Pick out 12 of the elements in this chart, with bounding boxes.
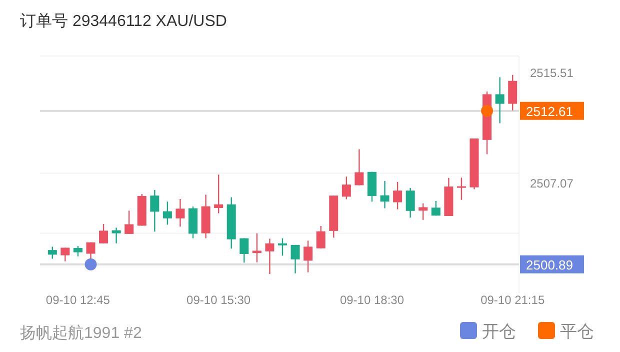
y-tick-label: 2515.51: [530, 66, 574, 80]
ref-line-label: 2512.61: [526, 104, 573, 119]
x-tick-label: 09-10 18:30: [340, 293, 404, 307]
ref-line-label: 2500.89: [526, 257, 573, 272]
x-tick-label: 09-10 21:15: [480, 293, 545, 307]
x-tick-label: 09-10 12:45: [46, 293, 110, 307]
legend-label: 开仓: [482, 322, 516, 341]
x-tick-label: 09-10 15:30: [186, 293, 251, 307]
legend-label: 平仓: [560, 322, 594, 341]
chart-title: 订单号 293446112 XAU/USD: [20, 12, 227, 30]
y-tick-label: 2507.07: [530, 176, 574, 190]
text: 扬帆起航1991 #2: [20, 324, 142, 342]
